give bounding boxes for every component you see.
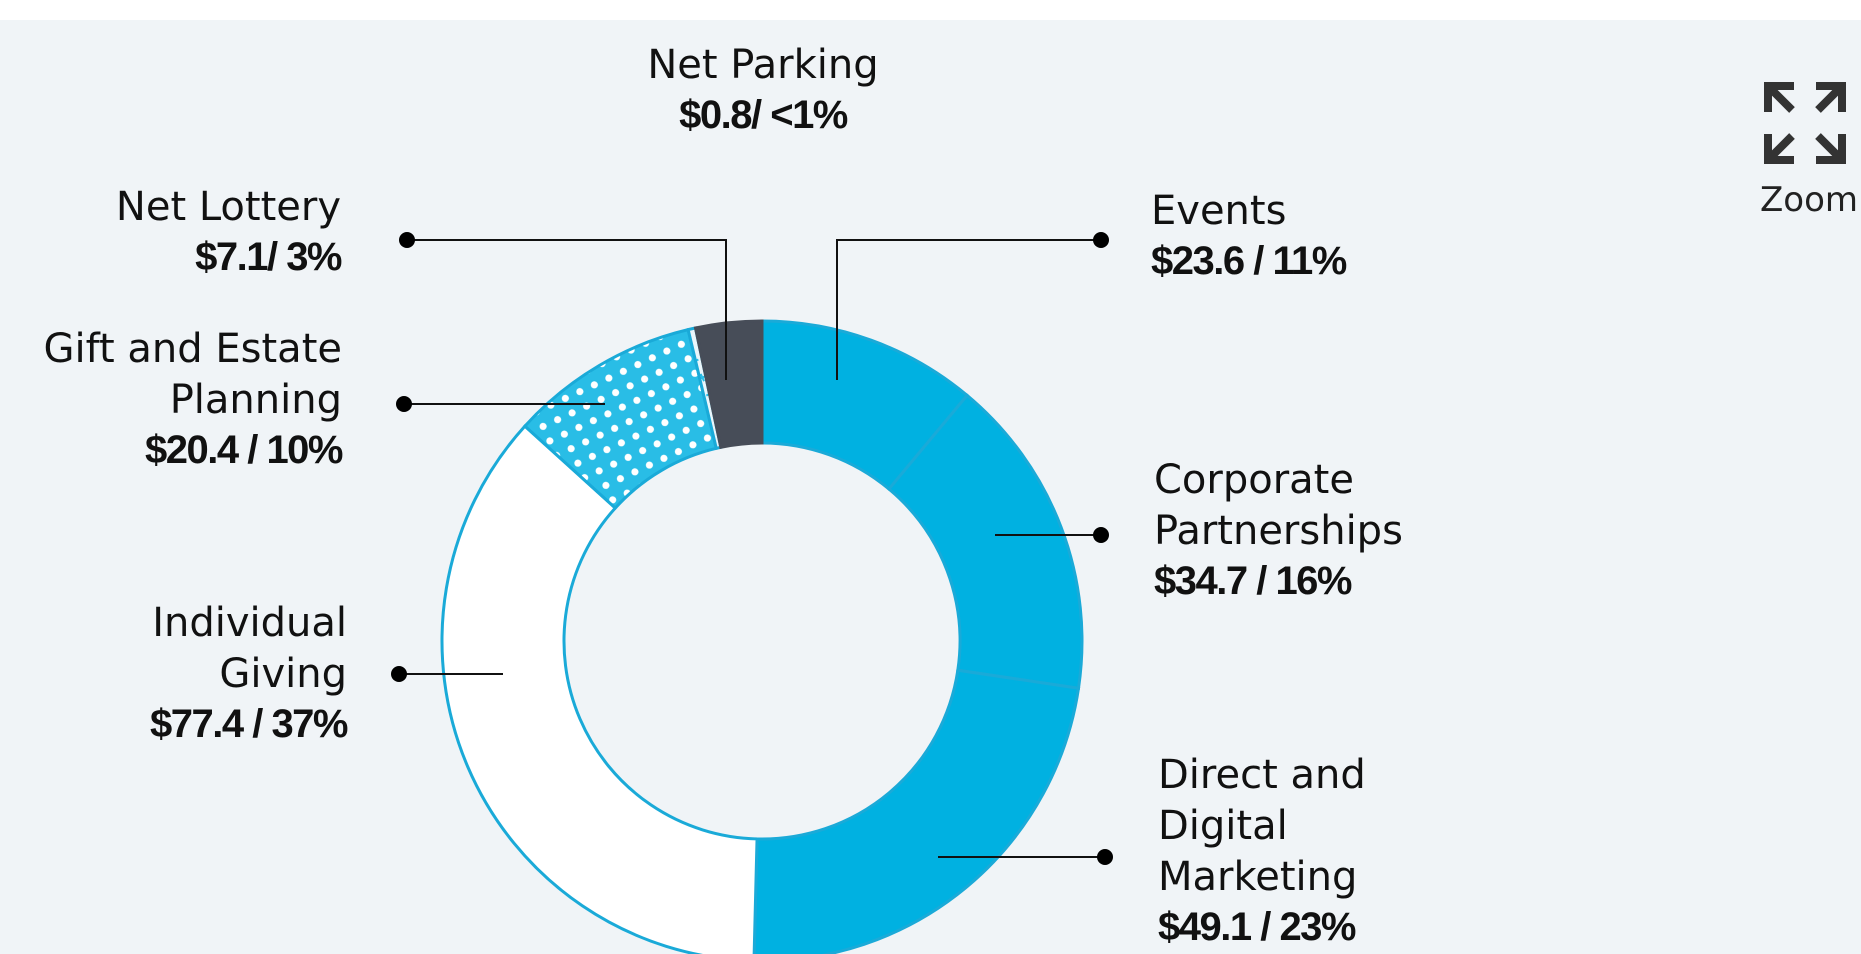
category-label: Individual Giving [152,600,347,697]
leader-dot [1097,849,1113,865]
zoom-icon [1764,82,1846,164]
donut-segment [440,423,759,954]
donut-segment [752,668,1081,954]
segment-label: Events $23.6 / 11% [1151,186,1511,285]
leader-dot [1093,527,1109,543]
value-label: $49.1 / 23% [1158,905,1357,949]
value-label: $77.4 / 37% [150,702,349,746]
zoom-button[interactable]: Zoom [1760,78,1861,220]
segment-label: Net Lottery $7.1/ 3% [0,182,343,281]
value-label: $23.6 / 11% [1151,239,1347,283]
leader-line [407,239,727,380]
segment-label: Direct and Digital Marketing $49.1 / 23% [1158,750,1403,951]
top-bar [0,0,1861,20]
category-label: Direct and Digital Marketing [1158,752,1366,900]
value-label: $0.8/ <1% [679,93,848,137]
segment-label: Corporate Partnerships $34.7 / 16% [1154,455,1454,605]
value-label: $34.7 / 16% [1154,559,1353,603]
zoom-label: Zoom [1760,180,1859,220]
category-label: Events [1151,188,1287,234]
value-label: $7.1/ 3% [195,235,342,279]
category-label: Corporate Partnerships [1154,457,1403,554]
leader-dot [396,396,412,412]
leader-dot [391,666,407,682]
category-label: Net Parking [647,42,879,88]
donut-segment [693,319,764,450]
leader-dot [399,232,415,248]
value-label: $20.4 / 10% [145,428,344,472]
category-label: Net Lottery [115,184,341,230]
category-label: Gift and Estate Planning [43,326,342,423]
segment-label: Net Parking $0.8/ <1% [583,40,943,139]
leader-line [836,239,1101,380]
segment-label: Gift and Estate Planning $20.4 / 10% [12,324,344,474]
segment-label: Individual Giving $77.4 / 37% [107,598,349,748]
leader-dot [1093,232,1109,248]
